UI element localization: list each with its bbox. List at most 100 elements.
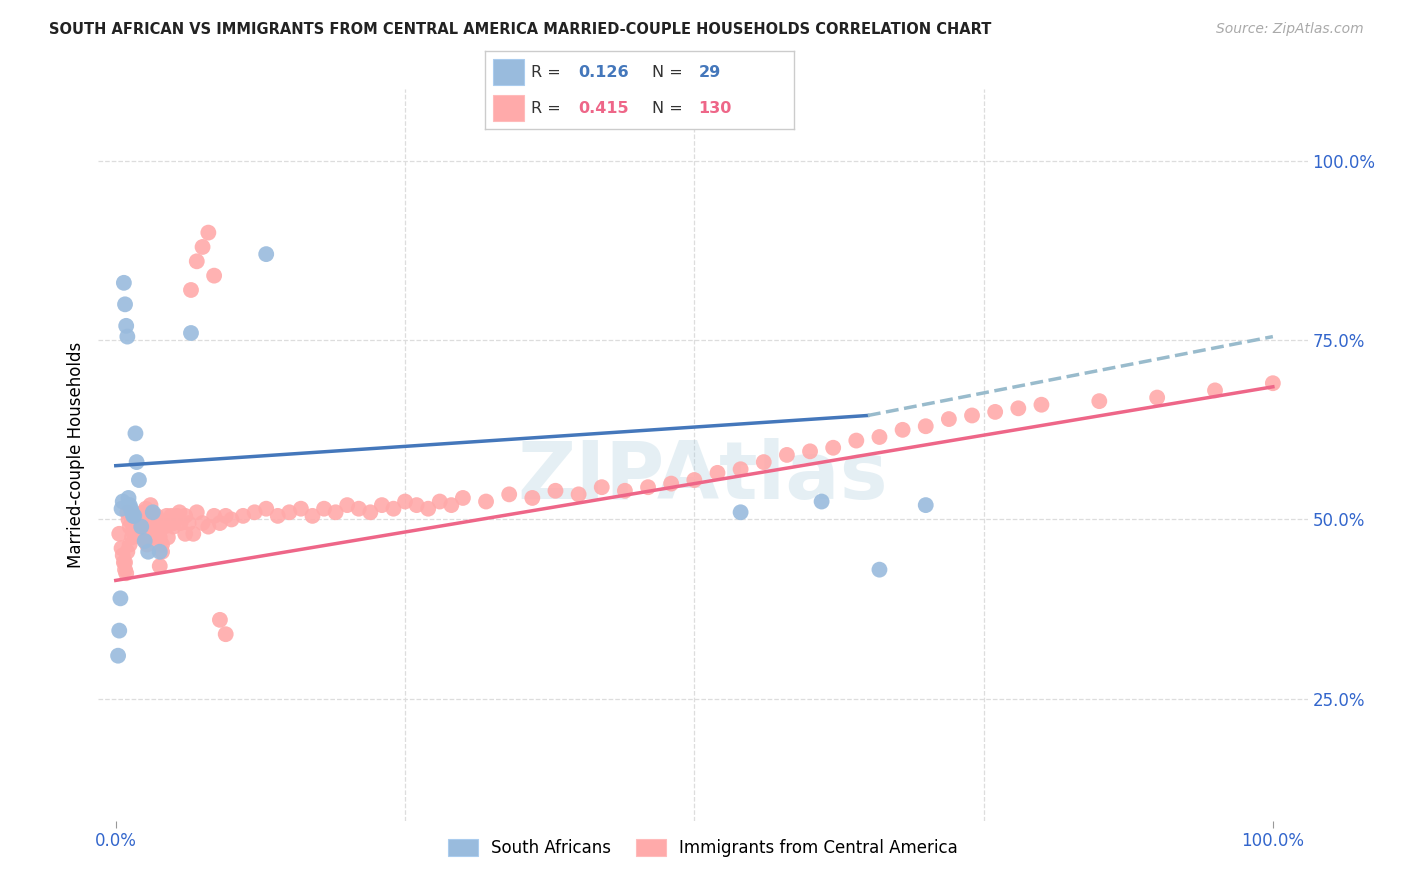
Point	[149, 559, 172, 574]
Point	[107, 648, 129, 663]
Point	[312, 501, 335, 516]
Point	[146, 523, 169, 537]
Point	[115, 566, 138, 581]
Point	[142, 508, 165, 523]
Point	[215, 627, 238, 641]
Point	[128, 519, 150, 533]
Point	[111, 494, 134, 508]
Point	[232, 508, 254, 523]
Point	[177, 516, 200, 530]
Point	[120, 508, 142, 523]
Point	[132, 505, 155, 519]
Point	[799, 444, 821, 458]
Text: SOUTH AFRICAN VS IMMIGRANTS FROM CENTRAL AMERICA MARRIED-COUPLE HOUSEHOLDS CORRE: SOUTH AFRICAN VS IMMIGRANTS FROM CENTRAL…	[49, 22, 991, 37]
Point	[359, 505, 381, 519]
Point	[591, 480, 613, 494]
Point	[143, 523, 166, 537]
Point	[121, 505, 143, 519]
Text: Source: ZipAtlas.com: Source: ZipAtlas.com	[1216, 22, 1364, 37]
Point	[136, 516, 159, 530]
Text: 0.415: 0.415	[578, 101, 628, 116]
Point	[108, 526, 131, 541]
Point	[118, 498, 141, 512]
Point	[869, 563, 891, 577]
Point	[202, 508, 225, 523]
Point	[290, 501, 312, 516]
Point	[522, 491, 544, 505]
Point	[148, 516, 170, 530]
Point	[108, 624, 131, 638]
Point	[208, 516, 231, 530]
Point	[127, 512, 149, 526]
Point	[129, 508, 152, 523]
Point	[111, 549, 134, 563]
Point	[125, 455, 148, 469]
Point	[544, 483, 567, 498]
FancyBboxPatch shape	[492, 95, 523, 121]
Point	[706, 466, 728, 480]
Point	[153, 519, 176, 533]
Point	[139, 498, 162, 512]
Point	[162, 519, 184, 533]
Point	[122, 508, 145, 523]
Point	[1007, 401, 1029, 416]
Point	[301, 508, 323, 523]
Point	[394, 494, 416, 508]
Point	[142, 505, 165, 519]
Point	[134, 533, 156, 548]
Point	[146, 519, 169, 533]
Point	[347, 501, 370, 516]
Text: 29: 29	[699, 64, 721, 79]
Point	[117, 491, 139, 505]
Point	[124, 526, 146, 541]
Point	[162, 516, 184, 530]
Point	[110, 591, 132, 606]
Point	[114, 297, 136, 311]
Point	[208, 613, 231, 627]
Point	[143, 516, 166, 530]
Point	[186, 505, 208, 519]
Point	[810, 494, 832, 508]
Point	[156, 508, 179, 523]
Point	[136, 545, 159, 559]
Point	[659, 476, 682, 491]
Point	[143, 526, 166, 541]
Point	[325, 505, 347, 519]
Point	[136, 505, 159, 519]
Point	[429, 494, 451, 508]
Point	[110, 541, 132, 556]
Point	[278, 505, 301, 519]
Point	[869, 430, 891, 444]
Point	[215, 508, 238, 523]
Point	[498, 487, 520, 501]
Point	[125, 526, 148, 541]
Point	[120, 501, 142, 516]
Point	[960, 409, 983, 423]
Point	[568, 487, 591, 501]
Point	[124, 426, 146, 441]
Point	[115, 318, 138, 333]
Point	[191, 516, 214, 530]
Point	[149, 545, 172, 559]
Point	[1261, 376, 1284, 391]
Point	[174, 508, 197, 523]
Point	[202, 268, 225, 283]
Point	[1088, 394, 1111, 409]
FancyBboxPatch shape	[492, 59, 523, 86]
Point	[1031, 398, 1053, 412]
Point	[1204, 384, 1226, 398]
Point	[197, 519, 219, 533]
Point	[191, 240, 214, 254]
Point	[117, 545, 139, 559]
Point	[254, 247, 277, 261]
Point	[117, 505, 139, 519]
Point	[169, 505, 191, 519]
Point	[125, 519, 148, 533]
Point	[186, 254, 208, 268]
Point	[730, 462, 752, 476]
Point	[683, 473, 706, 487]
Text: R =: R =	[531, 64, 567, 79]
Point	[138, 505, 160, 519]
Point	[132, 523, 155, 537]
Point	[174, 526, 197, 541]
